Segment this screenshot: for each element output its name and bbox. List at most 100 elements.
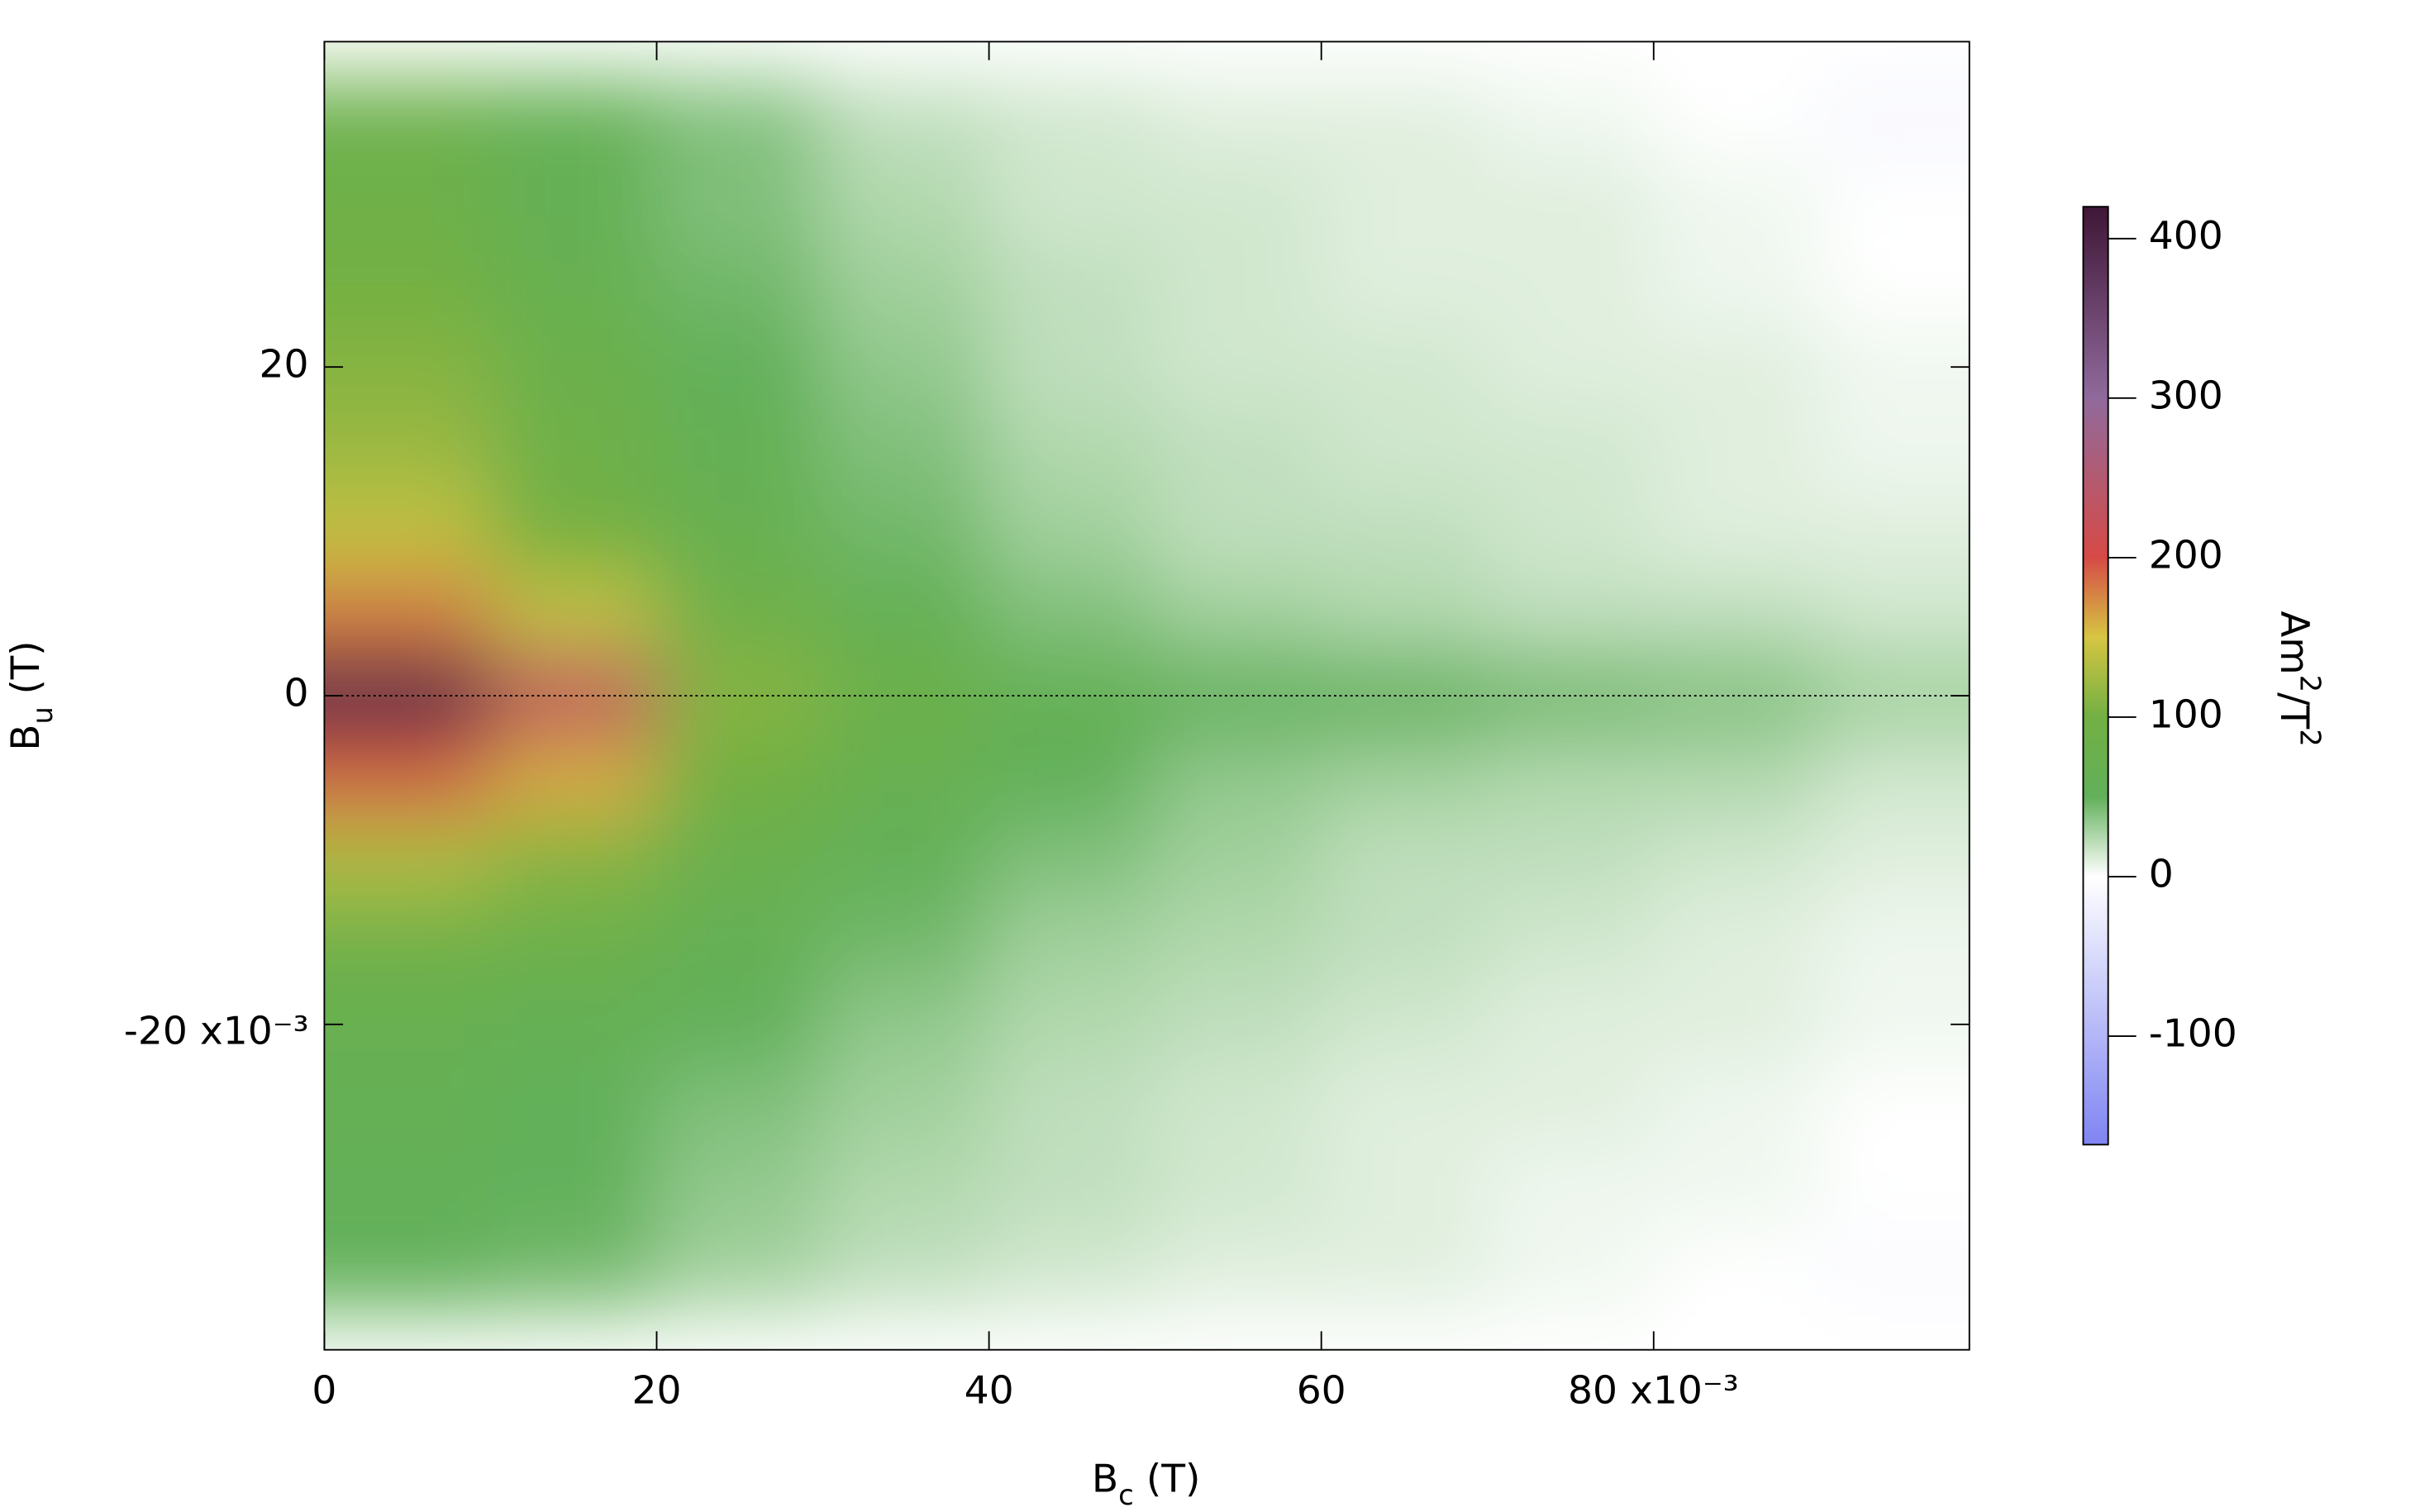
heat-cell	[1653, 1065, 1820, 1148]
x-tick-label: 20	[632, 1368, 682, 1414]
heat-cell	[1321, 983, 1488, 1066]
heat-cell	[490, 901, 657, 984]
colorbar-tick-label: 200	[2149, 533, 2223, 578]
heat-cell	[490, 654, 657, 737]
heat-cell	[490, 572, 657, 655]
heat-cell	[1321, 1148, 1488, 1230]
heat-cell	[656, 490, 823, 573]
heat-cell	[324, 901, 491, 984]
heat-cell	[1487, 326, 1654, 408]
heat-cell	[490, 736, 657, 820]
heat-cell	[988, 326, 1155, 408]
heat-cell	[324, 1229, 491, 1312]
heat-cell	[1321, 244, 1488, 326]
heat-cell	[1653, 819, 1820, 901]
heat-cell	[1653, 572, 1820, 655]
heat-cell	[822, 407, 989, 491]
heat-cell	[822, 901, 989, 984]
heat-cell	[490, 490, 657, 573]
heat-cell	[324, 407, 491, 491]
heat-cell	[1155, 244, 1322, 326]
heat-cell	[656, 244, 823, 326]
colorbar-label: Am2/T2	[2272, 611, 2327, 746]
heat-cell	[1653, 901, 1820, 984]
heat-cell	[1819, 407, 1970, 491]
heat-cell	[1819, 79, 1970, 162]
heat-cell	[1653, 654, 1820, 737]
heat-cell	[656, 983, 823, 1066]
heat-cell	[490, 407, 657, 491]
heat-cell	[1653, 1148, 1820, 1230]
heat-cell	[1155, 490, 1322, 573]
heat-cell	[656, 819, 823, 901]
heat-cell	[1819, 654, 1970, 737]
heat-cell	[1321, 572, 1488, 655]
x-tick-label: 80 x10⁻³	[1568, 1368, 1739, 1414]
colorbar-tick-label: 100	[2149, 692, 2223, 738]
heat-cell	[1819, 490, 1970, 573]
colorbar	[2082, 206, 2109, 1146]
heat-cell	[822, 79, 989, 162]
heat-cell	[988, 572, 1155, 655]
heat-cell	[988, 819, 1155, 901]
heat-cell	[656, 572, 823, 655]
colorbar-tick-label: 400	[2149, 213, 2223, 259]
heat-cell	[656, 326, 823, 408]
heat-cell	[324, 1148, 491, 1230]
heat-cell	[822, 1148, 989, 1230]
heat-cell	[324, 79, 491, 162]
colorbar-tick-label: 0	[2149, 852, 2174, 897]
heat-cell	[1819, 326, 1970, 408]
heat-cell	[988, 79, 1155, 162]
heat-cell	[1155, 736, 1322, 820]
heat-cell	[1819, 161, 1970, 245]
heat-cell	[822, 736, 989, 820]
heat-cell	[822, 1065, 989, 1148]
heat-cell	[490, 244, 657, 326]
heat-cell	[1155, 79, 1322, 162]
heat-cell	[490, 1065, 657, 1148]
heat-cell	[1653, 490, 1820, 573]
heat-cell	[1653, 326, 1820, 408]
heat-cell	[1155, 983, 1322, 1066]
y-axis-label: Bu (T)	[2, 641, 59, 751]
heat-cell	[1487, 79, 1654, 162]
heat-cell	[490, 983, 657, 1066]
heat-cell	[1819, 572, 1970, 655]
heat-cell	[1487, 901, 1654, 984]
heat-cell	[490, 79, 657, 162]
heat-cell	[988, 1229, 1155, 1312]
heat-cell	[1321, 490, 1488, 573]
heat-cell	[1487, 1065, 1654, 1148]
heat-cell	[1653, 161, 1820, 245]
heat-cell	[822, 572, 989, 655]
heat-cell	[1155, 407, 1322, 491]
heat-cell	[1155, 572, 1322, 655]
heat-cell	[1819, 736, 1970, 820]
heat-cell	[988, 490, 1155, 573]
heat-cell	[1653, 407, 1820, 491]
heat-cell	[1321, 736, 1488, 820]
heat-cell	[1819, 1229, 1970, 1312]
heat-cell	[988, 901, 1155, 984]
heat-cell	[324, 1065, 491, 1148]
heat-cell	[656, 79, 823, 162]
heat-cell	[324, 326, 491, 408]
heat-cell	[1321, 326, 1488, 408]
heat-cell	[822, 1229, 989, 1312]
heat-cell	[656, 901, 823, 984]
heat-cell	[1487, 572, 1654, 655]
colorbar-tick-label: 300	[2149, 373, 2223, 419]
heat-cell	[1819, 244, 1970, 326]
heat-cell	[1487, 490, 1654, 573]
heat-cell	[1321, 1229, 1488, 1312]
heat-cell	[1653, 79, 1820, 162]
heat-cell	[1487, 407, 1654, 491]
heat-cell	[1155, 1065, 1322, 1148]
heat-cell	[822, 326, 989, 408]
heat-cell	[1321, 1065, 1488, 1148]
heat-cell	[822, 983, 989, 1066]
y-tick-label: 0	[284, 671, 309, 716]
heat-cell	[1487, 983, 1654, 1066]
